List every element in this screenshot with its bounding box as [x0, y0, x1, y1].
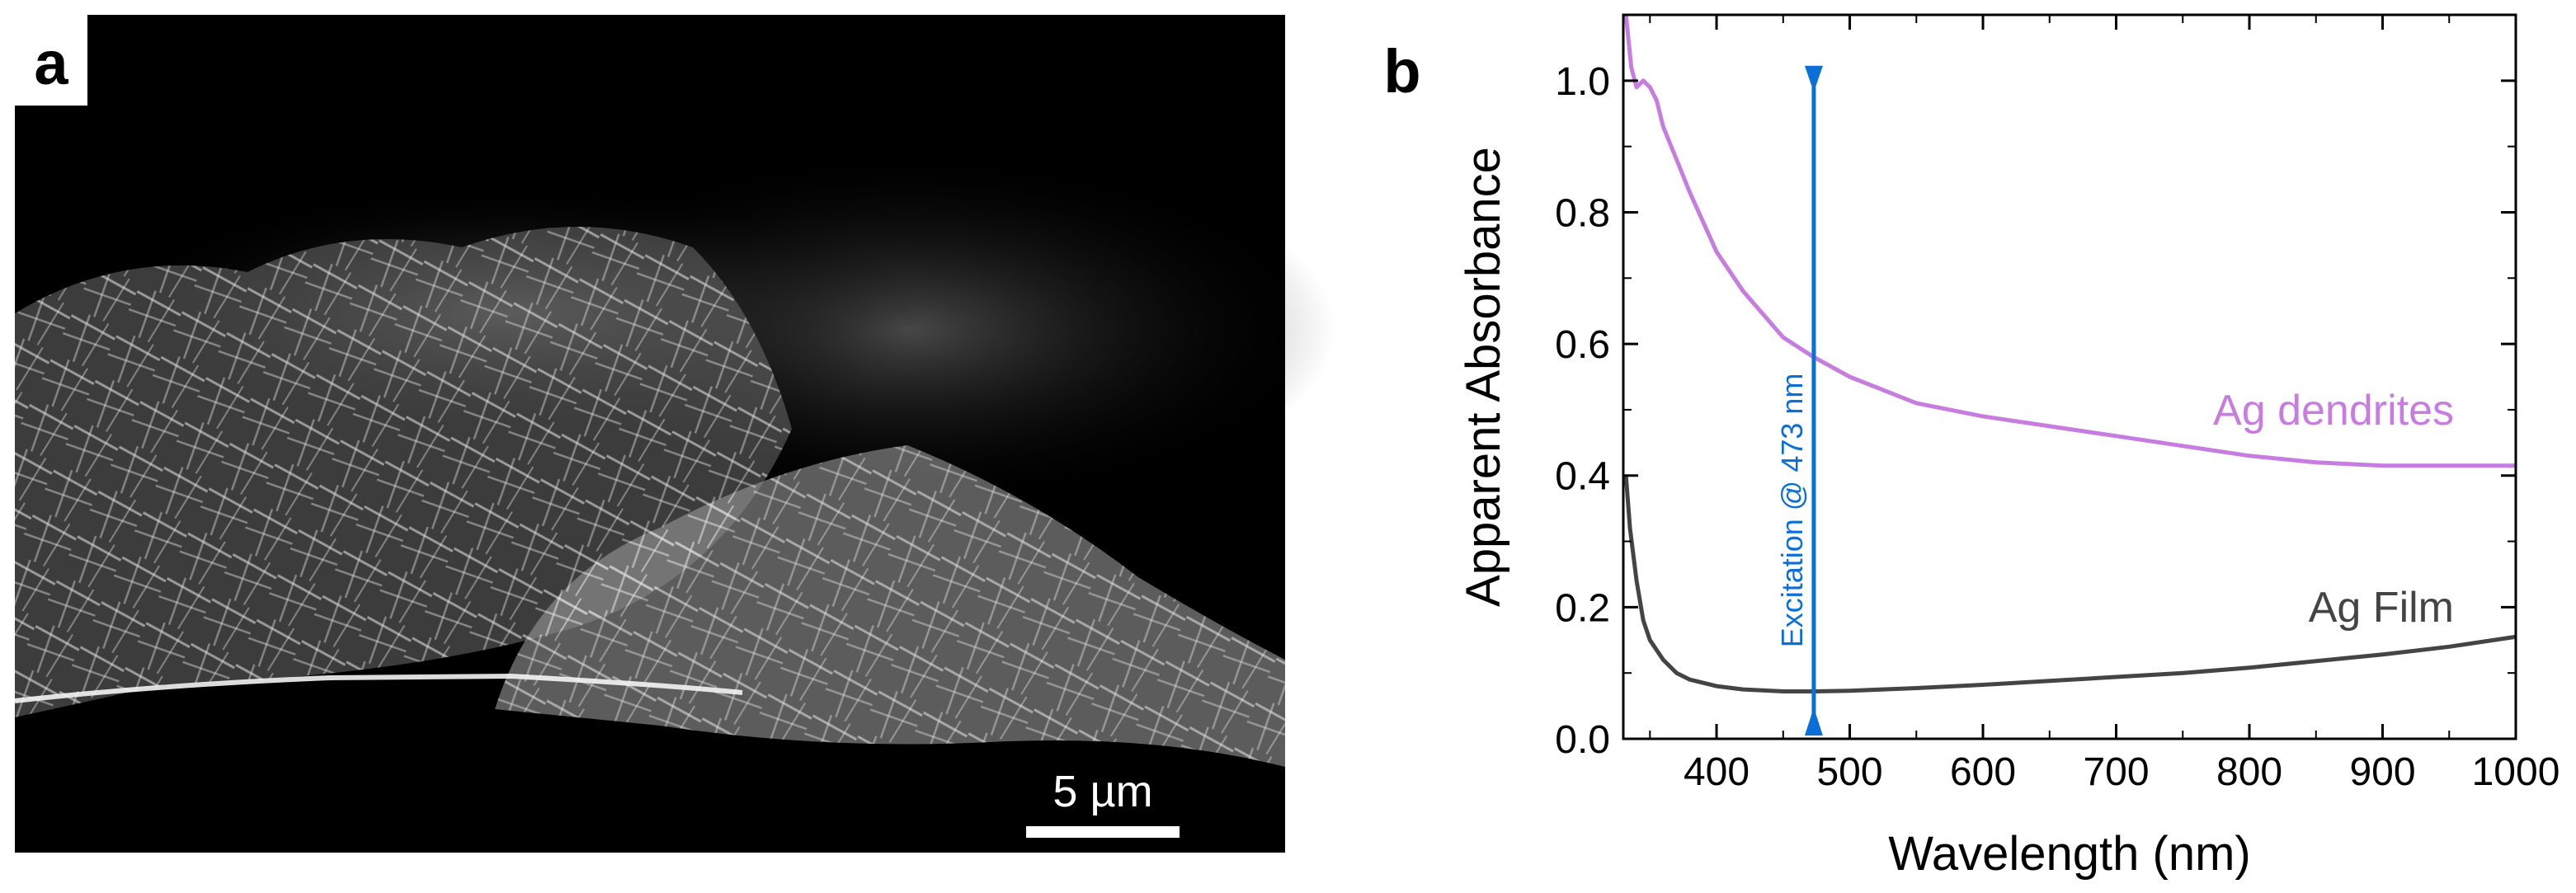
panel-b-label: b — [1383, 37, 1420, 106]
scale-bar — [1026, 826, 1180, 838]
panel-b: b Excitation @ 473 nm Ag dendrites Ag Film… — [1383, 13, 2560, 881]
x-tick-label: 400 — [1684, 750, 1750, 794]
x-tick-label: 1000 — [2472, 750, 2560, 794]
x-tick-label: 900 — [2349, 750, 2415, 794]
y-tick-label: 0.2 — [1555, 586, 1610, 630]
panel-a-label-box — [15, 15, 87, 106]
label-ag-film: Ag Film — [2309, 584, 2454, 632]
x-tick-label: 800 — [2216, 750, 2282, 794]
plot-frame — [1622, 13, 2517, 740]
y-tick-label: 1.0 — [1555, 60, 1610, 104]
x-tick-label: 700 — [2083, 750, 2149, 794]
y-tick-label: 0.0 — [1555, 718, 1610, 762]
absorbance-chart: Excitation @ 473 nm Ag dendrites Ag Film 40… — [1457, 13, 2560, 881]
x-tick-label: 500 — [1816, 750, 1882, 794]
panel-a-label: a — [34, 29, 68, 97]
x-axis-title: Wavelength (nm) — [1888, 827, 2250, 881]
panel-a: a 5 µm — [14, 15, 1336, 853]
y-tick-label: 0.4 — [1555, 455, 1610, 499]
label-ag-dendrites: Ag dendrites — [2213, 387, 2454, 435]
excitation-label: Excitation @ 473 nm — [1775, 374, 1809, 648]
y-tick-label: 0.6 — [1555, 323, 1610, 367]
excitation-arrowhead-bottom — [1804, 707, 1823, 736]
x-tick-label: 600 — [1950, 750, 2016, 794]
y-tick-label: 0.8 — [1555, 191, 1610, 235]
y-axis-title: Apparent Absorbance — [1457, 147, 1510, 607]
scale-bar-label: 5 µm — [1053, 767, 1152, 816]
sem-substrate-edge — [14, 673, 743, 703]
series-line-ag-dendrites — [1623, 14, 2516, 468]
excitation-arrowhead-top — [1804, 65, 1823, 92]
